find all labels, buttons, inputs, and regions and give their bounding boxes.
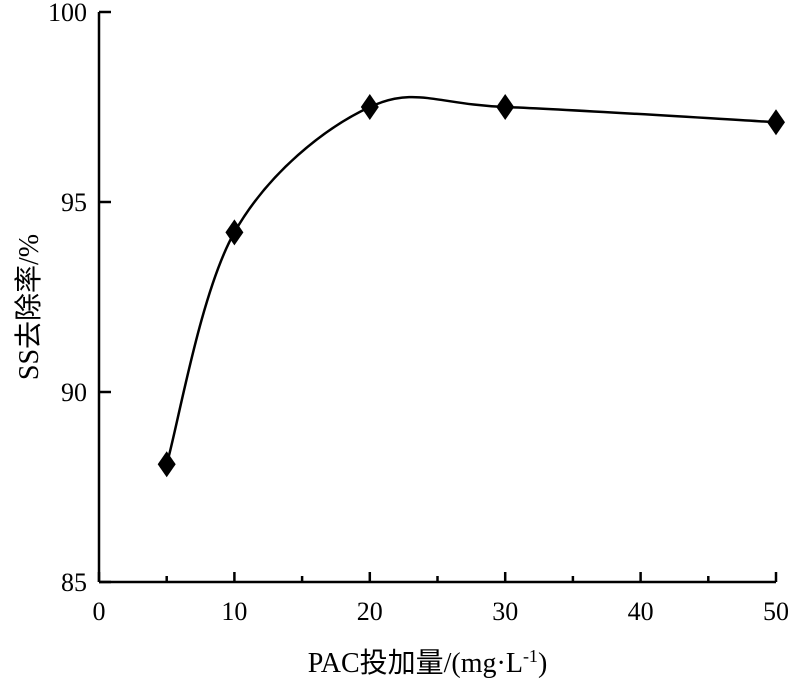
ticks: 0 10 20 30 40 50 85 90 95 100 (48, 0, 789, 626)
x-axis-title: PAC投加量/(mg·L-1) (308, 646, 548, 679)
y-axis-title: SS去除率/% (13, 234, 45, 380)
x-tick-label: 10 (221, 597, 247, 626)
data-point-marker (767, 109, 785, 136)
y-tick-label: 100 (48, 0, 87, 27)
x-tick-label: 50 (763, 597, 789, 626)
x-tick-label: 40 (628, 597, 654, 626)
x-tick-label: 20 (357, 597, 383, 626)
axes (97, 12, 776, 584)
y-tick-label: 95 (61, 188, 87, 217)
data-point-marker (360, 94, 379, 120)
x-tick-label: 0 (93, 597, 106, 626)
series-line (165, 95, 777, 465)
y-tick-label: 90 (61, 378, 87, 407)
data-point-marker (157, 451, 176, 478)
x-tick-label: 30 (492, 597, 518, 626)
data-point-marker (225, 219, 244, 246)
plot-area (157, 94, 785, 478)
y-tick-label: 85 (61, 568, 87, 597)
data-point-marker (496, 94, 515, 120)
